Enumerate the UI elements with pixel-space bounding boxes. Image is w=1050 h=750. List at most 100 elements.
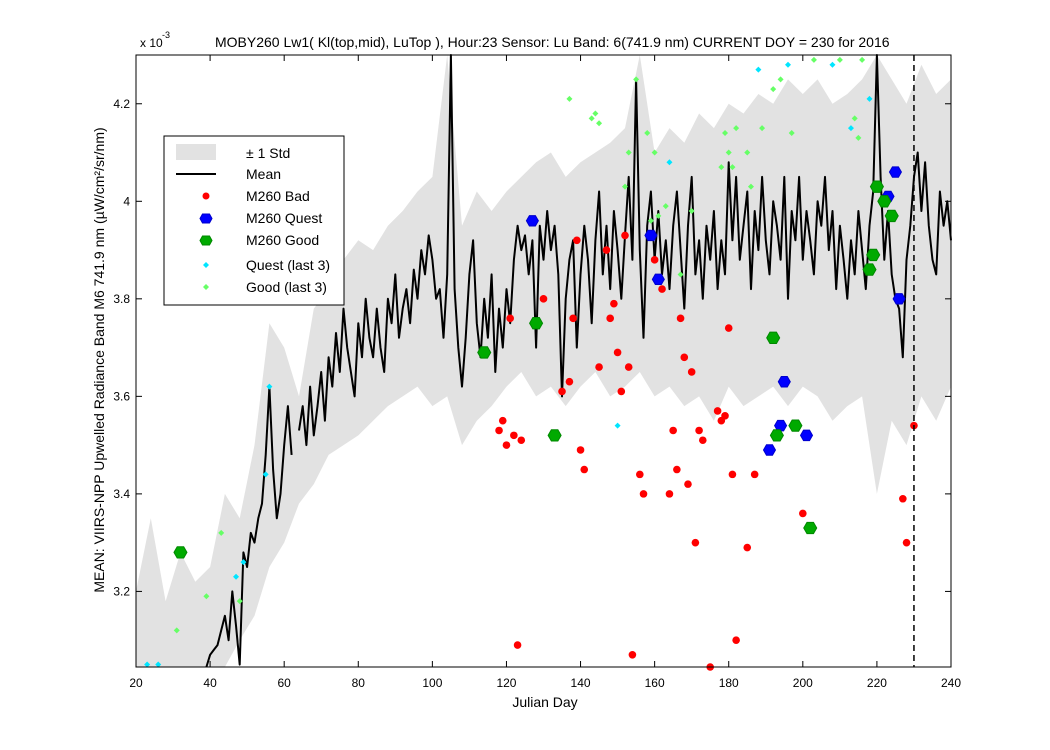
bad-point-9 <box>565 377 574 386</box>
bad-point-47 <box>899 494 907 503</box>
bad-point-44 <box>743 543 752 552</box>
bad-point-20 <box>621 231 629 240</box>
bad-point-19 <box>617 387 626 396</box>
y-exponent-power: -3 <box>162 30 170 40</box>
good-last3-point-33 <box>859 56 866 63</box>
legend-swatch-quest <box>199 213 213 224</box>
quest-point-9 <box>892 293 906 305</box>
legend-label-good-last3: Good (last 3) <box>246 279 327 295</box>
bad-point-40 <box>721 412 729 420</box>
quest-point-0 <box>525 215 539 227</box>
quest-last3-point-11 <box>847 125 854 132</box>
good-point-6 <box>788 419 803 432</box>
x-tick-label-240: 240 <box>941 676 961 690</box>
x-tick-label-20: 20 <box>129 676 143 690</box>
plot-frame <box>135 54 952 668</box>
bad-point-21 <box>624 363 633 371</box>
bad-point-48 <box>902 538 911 547</box>
bad-point-28 <box>669 426 677 435</box>
bad-point-33 <box>687 368 696 376</box>
good-last3-point-5 <box>588 115 595 122</box>
y-axis-label: MEAN: VIIRS-NPP Upwelled Radiance Band M… <box>91 127 107 592</box>
quest-last3-point-5 <box>266 383 273 390</box>
good-last3-point-23 <box>744 149 751 156</box>
quest-point-6 <box>799 429 814 442</box>
quest-point-2 <box>651 273 665 286</box>
quest-last3-point-2 <box>233 573 240 580</box>
bad-point-22 <box>628 651 637 659</box>
x-tick-label-140: 140 <box>571 676 591 690</box>
bad-point-36 <box>698 436 707 445</box>
good-last3-point-29 <box>810 56 817 63</box>
legend-label-quest: M260 Quest <box>246 210 322 226</box>
x-tick-label-120: 120 <box>496 676 516 690</box>
x-tick-label-160: 160 <box>645 676 665 690</box>
legend-swatch-good <box>199 235 213 246</box>
good-last3-point-18 <box>718 164 725 171</box>
good-last3-point-7 <box>596 120 603 127</box>
quest-last3-point-4 <box>262 471 269 478</box>
good-point-0 <box>173 546 188 559</box>
bad-point-1 <box>498 416 507 425</box>
good-point-9 <box>866 248 881 262</box>
good-last3-point-9 <box>625 149 632 156</box>
bad-point-2 <box>502 441 511 449</box>
bad-point-7 <box>539 295 548 303</box>
bad-point-6 <box>517 436 526 445</box>
x-tick-label-60: 60 <box>278 676 292 690</box>
bad-point-23 <box>636 470 644 479</box>
y-exponent-multiplier: x 10 <box>140 36 163 50</box>
bad-point-30 <box>676 314 685 323</box>
good-last3-point-22 <box>733 125 740 132</box>
bad-point-24 <box>639 490 648 498</box>
bad-point-10 <box>569 314 577 323</box>
x-axis-ticks: 20 40 60 80 100 120 140 160 180 200 220 240 <box>129 55 961 690</box>
bad-point-14 <box>595 363 603 371</box>
bad-point-0 <box>495 426 503 435</box>
good-last3-point-31 <box>851 115 858 122</box>
good-last3-point-24 <box>747 183 754 190</box>
legend-swatch-std <box>176 144 216 160</box>
good-last3-point-14 <box>655 212 662 219</box>
legend-label-std: ± 1 Std <box>246 145 290 161</box>
bad-point-31 <box>680 353 689 362</box>
bad-point-46 <box>799 509 807 518</box>
good-last3-point-4 <box>566 95 573 102</box>
bad-point-17 <box>610 299 618 308</box>
quest-point-8 <box>888 166 903 178</box>
legend-label-good: M260 Good <box>246 232 319 248</box>
good-point-12 <box>884 209 899 223</box>
bad-point-27 <box>665 490 674 498</box>
quest-last3-point-10 <box>829 61 836 68</box>
legend-swatch-quest-last3 <box>203 262 209 268</box>
good-point-5 <box>769 429 784 442</box>
legend-label-quest-last3: Quest (last 3) <box>246 257 330 273</box>
good-last3-point-16 <box>677 271 684 278</box>
legend: ± 1 Std Mean M260 Bad M260 Quest M260 Go… <box>163 135 345 306</box>
good-last3-point-25 <box>759 125 766 132</box>
mean-line-segment-0 <box>205 385 293 668</box>
bad-point-32 <box>684 480 692 488</box>
y-tick-label-3: 3.8 <box>113 292 130 306</box>
quest-last3-point-3 <box>240 559 247 566</box>
bad-point-16 <box>606 314 614 323</box>
y-tick-label-2: 3.6 <box>113 389 130 403</box>
good-last3-point-32 <box>855 134 862 141</box>
bad-point-38 <box>713 407 722 415</box>
good-last3-point-17 <box>688 208 695 215</box>
quest-point-3 <box>762 444 777 456</box>
y-axis-ticks: 3.2 3.4 3.6 3.8 4 4.2 <box>113 97 951 598</box>
good-last3-point-1 <box>203 593 210 600</box>
bad-point-29 <box>673 465 681 474</box>
quest-last3-point-12 <box>866 95 873 102</box>
chart-title: MOBY260 Lw1( Kl(top,mid), LuTop ), Hour:… <box>215 34 890 50</box>
good-last3-point-10 <box>633 76 640 83</box>
legend-label-bad: M260 Bad <box>246 188 310 204</box>
bad-point-8 <box>558 387 566 396</box>
x-axis-label: Julian Day <box>512 694 577 710</box>
x-tick-label-220: 220 <box>867 676 887 690</box>
x-tick-label-180: 180 <box>719 676 739 690</box>
legend-box <box>163 135 345 306</box>
bad-point-4 <box>510 431 518 440</box>
y-tick-label-4: 4 <box>123 194 130 208</box>
